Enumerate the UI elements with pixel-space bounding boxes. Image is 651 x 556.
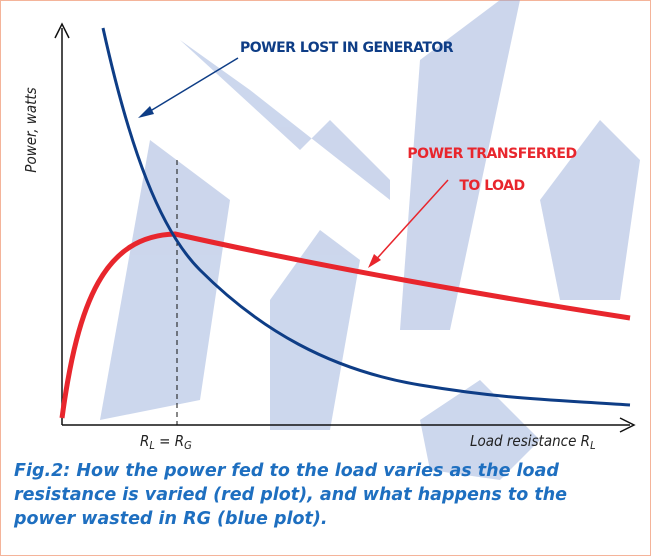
caption: power wasted in RG (blue plot).: [13, 509, 328, 529]
y-axis-label: Power, watts: [22, 87, 40, 172]
x-axis-label: Load resistance RL: [470, 432, 596, 452]
blue-annotation: POWER LOST IN GENERATOR: [240, 40, 454, 56]
caption: Fig.2: How the power fed to the load var…: [14, 461, 559, 481]
figure: Power, watts RL = RG Load resistance RL …: [0, 0, 651, 556]
caption: resistance is varied (red plot), and wha…: [14, 485, 567, 505]
red-annotation: POWER TRANSFERRED: [407, 146, 576, 162]
red-annotation: TO LOAD: [459, 178, 524, 194]
